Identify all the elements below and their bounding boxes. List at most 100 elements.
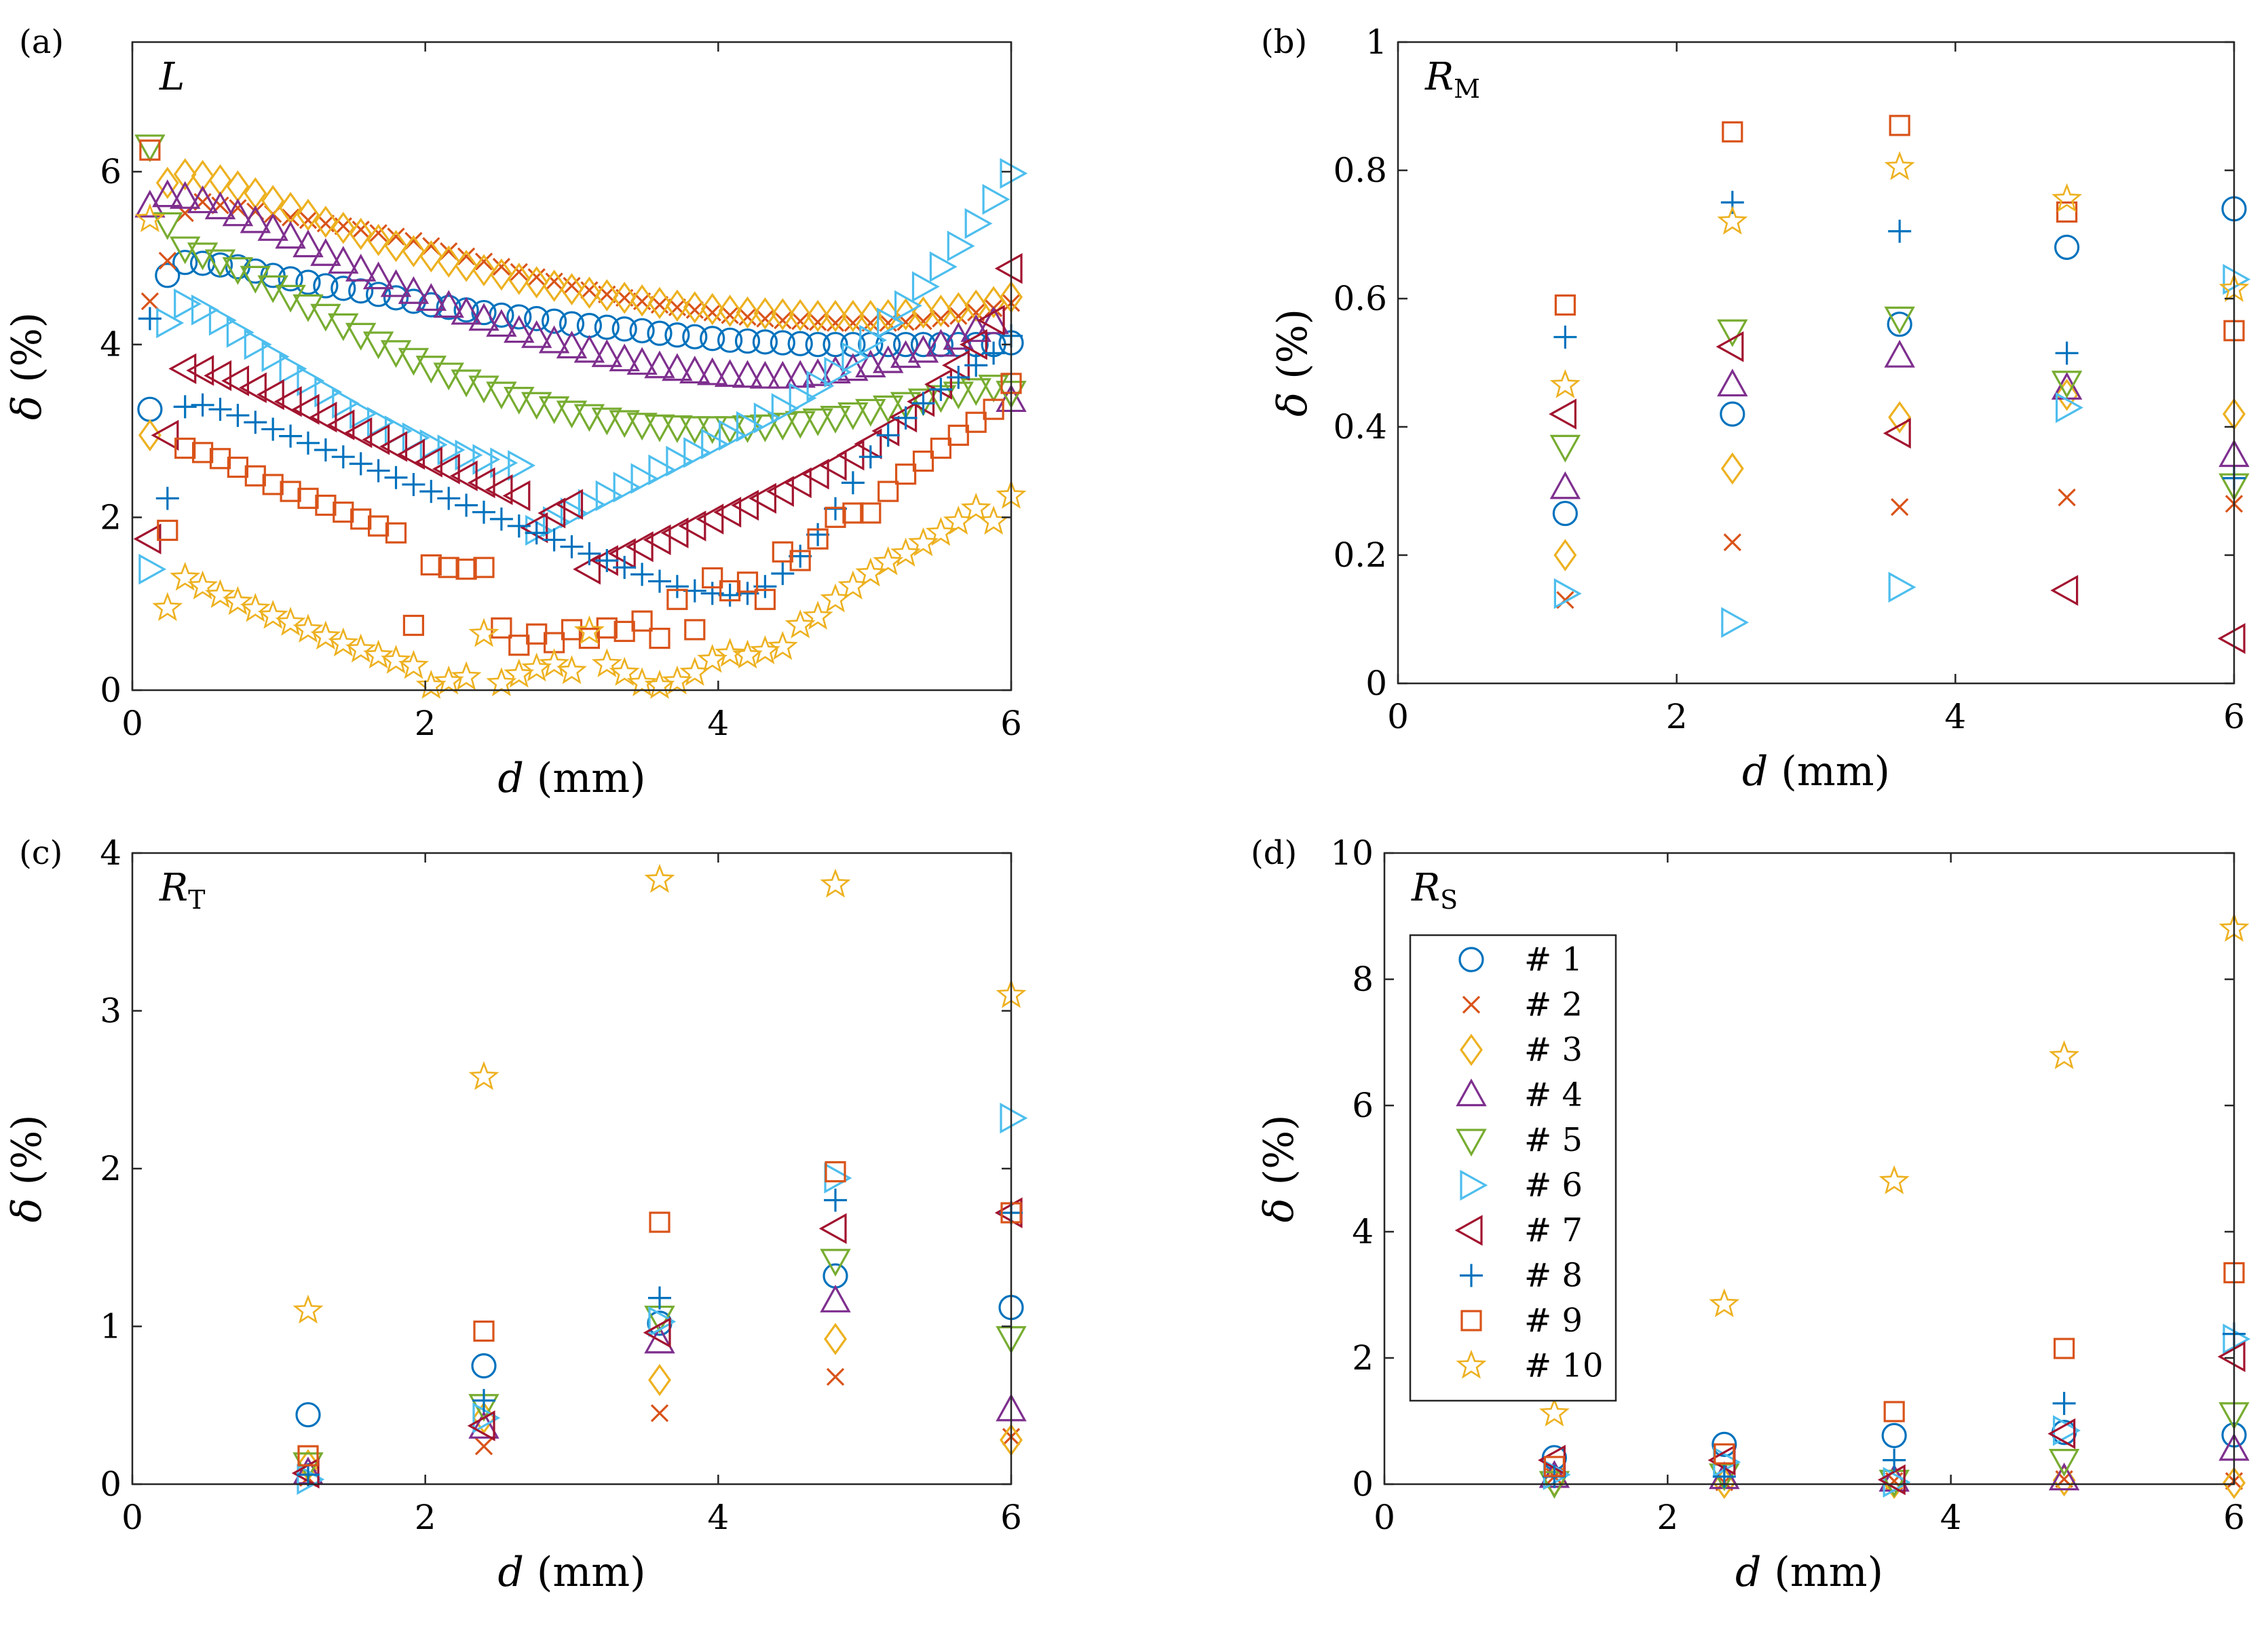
point-star <box>468 618 499 647</box>
point-tri-left <box>643 1317 671 1348</box>
point-diamond <box>2055 378 2079 411</box>
point-star <box>257 599 288 629</box>
point-tri-right <box>138 554 167 585</box>
point-tri-left <box>326 409 355 440</box>
series-8 <box>297 1188 1023 1487</box>
point-tri-down <box>380 340 412 368</box>
point-tri-right <box>630 463 659 494</box>
point-circle <box>137 396 163 422</box>
point-plus <box>314 438 337 462</box>
point-tri-left <box>854 428 882 459</box>
point-diamond <box>560 273 584 305</box>
point-circle <box>242 258 268 284</box>
panel-b: 0 2 4 6 0 0.2 0.4 0.6 0.8 1 d (mm) δ (%) (b) RM <box>1261 22 2251 795</box>
point-square <box>807 528 829 550</box>
point-tri-down <box>609 410 640 438</box>
point-x <box>281 208 300 227</box>
point-tri-down <box>591 407 623 436</box>
point-diamond <box>384 229 408 263</box>
point-square <box>702 567 723 589</box>
point-square <box>209 448 231 470</box>
point-x <box>474 1437 493 1456</box>
point-tri-down <box>837 402 869 430</box>
y-tick-label: 0.8 <box>1333 151 1387 190</box>
point-plus <box>402 472 426 496</box>
point-star <box>1878 1165 1910 1194</box>
point-plus <box>208 398 232 421</box>
point-plus <box>455 493 478 517</box>
point-star <box>609 656 640 686</box>
panel-title: RT <box>159 866 206 915</box>
point-tri-left <box>467 467 495 499</box>
point-diamond <box>665 289 689 322</box>
point-circle <box>1720 401 1745 427</box>
panel-d: 0 2 4 6 0 2 4 6 8 10 d (mm) δ (%) (d) RS <box>1251 833 2251 1596</box>
point-tri-left <box>678 510 706 542</box>
point-square <box>772 541 793 563</box>
point-plus <box>630 563 654 586</box>
point-tri-left <box>379 431 408 462</box>
point-plus <box>982 341 1006 365</box>
legend-marker-circle <box>1458 947 1484 972</box>
point-diamond <box>648 1363 671 1397</box>
legend-marker-plus <box>1460 1264 1483 1287</box>
x-tick-label: 2 <box>415 1498 436 1537</box>
point-square <box>402 614 425 637</box>
point-tri-up <box>714 359 746 387</box>
point-plus <box>876 423 900 447</box>
point-plus <box>1883 1448 1906 1472</box>
point-x <box>721 306 739 324</box>
point-x <box>1723 533 1741 552</box>
series-3 <box>297 1323 1023 1481</box>
point-star <box>328 627 359 657</box>
point-plus <box>279 424 303 448</box>
point-tri-right <box>1888 571 1916 603</box>
point-diamond <box>402 235 426 267</box>
point-tri-left <box>924 368 953 400</box>
point-tri-left <box>2047 1418 2076 1450</box>
point-diamond <box>806 299 830 333</box>
point-tri-up <box>451 297 482 325</box>
y-tick-label: 1 <box>100 1307 121 1346</box>
point-square <box>1889 115 1910 136</box>
point-tri-left <box>273 385 302 417</box>
point-square <box>825 1161 846 1183</box>
point-tri-up <box>2048 1462 2080 1491</box>
point-x <box>1891 497 1909 516</box>
point-tri-left <box>783 467 812 499</box>
y-tick-label: 8 <box>1352 960 1374 999</box>
point-tri-down <box>820 1249 851 1277</box>
markers <box>133 134 1028 699</box>
point-tri-left <box>537 497 566 529</box>
series-10 <box>1538 912 2250 1426</box>
point-tri-right <box>842 342 870 373</box>
point-x <box>352 221 370 239</box>
point-circle <box>1552 500 1578 527</box>
legend-label: # 8 <box>1524 1257 1583 1295</box>
point-star <box>1549 368 1581 398</box>
point-tri-left <box>959 328 987 360</box>
point-x <box>457 247 476 265</box>
x-tick-label: 6 <box>1000 1498 1022 1537</box>
point-tri-up <box>169 181 201 209</box>
y-tick-label: 2 <box>100 1149 121 1188</box>
y-tick-label: 4 <box>100 325 121 364</box>
x-axis-label: d (mm) <box>1742 748 1890 795</box>
point-plus <box>911 392 935 415</box>
series-6 <box>1553 263 2251 638</box>
point-diamond <box>613 282 637 314</box>
x-tick-label: 2 <box>1657 1498 1678 1537</box>
point-star <box>468 1061 499 1091</box>
point-tri-left <box>713 496 742 528</box>
point-star <box>345 633 377 663</box>
point-plus <box>595 549 619 572</box>
point-tri-up <box>204 191 236 220</box>
point-tri-up <box>292 229 324 258</box>
point-x <box>387 227 405 246</box>
point-x <box>474 252 493 271</box>
point-star <box>978 506 1009 535</box>
point-x <box>738 307 757 326</box>
y-tick-label: 10 <box>1330 833 1374 873</box>
point-tri-up <box>328 246 359 274</box>
point-x <box>510 263 528 281</box>
